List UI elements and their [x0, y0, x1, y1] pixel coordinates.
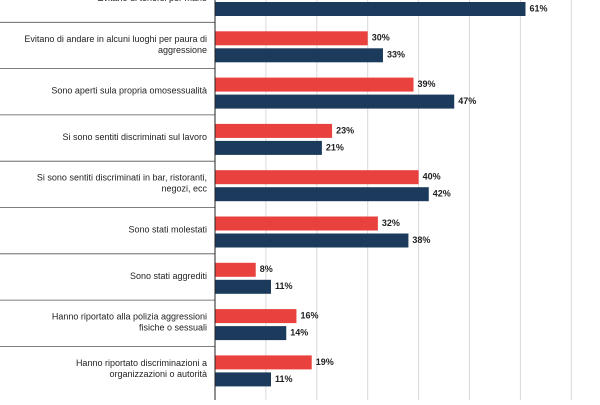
category-label: Sono aperti sula propria omosessualità: [51, 86, 207, 96]
value-label: 40%: [423, 172, 441, 182]
value-label: 42%: [433, 189, 451, 199]
value-label: 11%: [275, 281, 293, 291]
bar: [215, 309, 297, 324]
bar: [215, 262, 256, 277]
value-label: 32%: [382, 218, 400, 228]
bar: [215, 140, 322, 155]
bar: [215, 48, 383, 63]
bar: [215, 216, 378, 231]
category-label: Si sono sentiti discriminati in bar, ris…: [37, 173, 208, 194]
value-label: 11%: [275, 374, 293, 384]
category-label: Hanno riportato discriminazioni a organiz…: [76, 358, 207, 379]
value-label: 38%: [412, 235, 430, 245]
value-label: 21%: [326, 142, 344, 152]
bar: [215, 170, 419, 185]
bar: [215, 372, 271, 387]
category-label: Si sono sentiti discriminati sul lavoro: [62, 132, 207, 142]
bar: [215, 326, 287, 341]
value-label: 23%: [336, 125, 354, 135]
value-label: 14%: [290, 327, 308, 337]
value-label: 19%: [316, 357, 334, 367]
category-label: Evitano di andare in alcuni luoghi per p…: [24, 34, 207, 55]
value-label: 39%: [418, 79, 436, 89]
bar: [215, 187, 429, 202]
bar: [215, 233, 409, 248]
bar: [215, 123, 333, 138]
category-label: Sono stati aggrediti: [130, 271, 207, 281]
value-label: 8%: [260, 264, 273, 274]
value-label: 30%: [372, 33, 390, 43]
bar: [215, 77, 414, 92]
bar: [215, 355, 312, 370]
category-label: Evitano di tenersi per mano: [97, 0, 207, 3]
bar: [215, 279, 271, 294]
category-label: Sono stati molestati: [128, 225, 207, 235]
bar: [215, 94, 455, 109]
value-label: 47%: [458, 96, 476, 106]
bar: [215, 31, 368, 46]
value-label: 61%: [529, 3, 547, 13]
value-label: 33%: [387, 50, 405, 60]
category-label: Hanno riportato alla polizia aggressioni…: [52, 312, 207, 333]
value-label: 16%: [300, 310, 318, 320]
bar: [215, 2, 526, 16]
